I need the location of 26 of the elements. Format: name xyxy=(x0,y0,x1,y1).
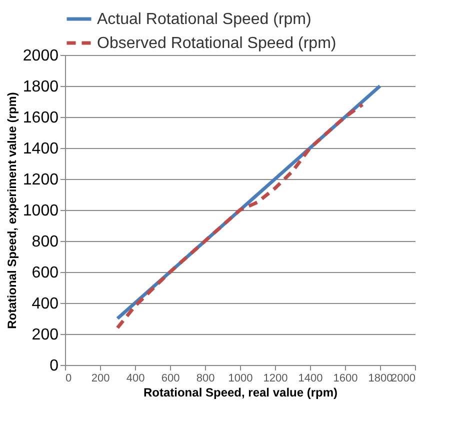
y-tick-label: 1400 xyxy=(22,140,59,158)
x-tick-label: 1400 xyxy=(298,372,323,384)
legend-label: Actual Rotational Speed (rpm) xyxy=(97,11,312,28)
y-tick-label: 2000 xyxy=(22,48,59,64)
x-tick-label: 600 xyxy=(161,372,180,384)
x-tick-label: 400 xyxy=(126,372,145,384)
x-axis-title: Rotational Speed, real value (rpm) xyxy=(143,386,338,400)
legend-label: Observed Rotational Speed (rpm) xyxy=(97,35,336,52)
y-tick-label: 400 xyxy=(32,296,59,312)
y-tick-label: 1000 xyxy=(22,202,59,220)
x-tick-label: 1800 xyxy=(368,372,393,384)
y-tick-label: 200 xyxy=(32,326,59,344)
y-tick-label: 1200 xyxy=(22,172,59,188)
x-tick-label: 0 xyxy=(66,372,72,384)
x-tick-label: 1600 xyxy=(333,372,358,384)
y-tick-label: 800 xyxy=(32,234,59,250)
y-tick-label: 1600 xyxy=(22,110,59,126)
x-tick-label: 1200 xyxy=(263,372,288,384)
x-tick-label: 2000 xyxy=(391,372,416,384)
y-tick-label: 1800 xyxy=(22,78,59,96)
y-tick-label: 600 xyxy=(32,264,59,282)
x-tick-label: 800 xyxy=(196,372,215,384)
y-axis-title: Rotational Speed, experiment value (rpm) xyxy=(4,92,19,329)
x-tick-label: 1000 xyxy=(228,372,253,384)
x-tick-label: 200 xyxy=(91,372,110,384)
line-series xyxy=(116,102,364,330)
